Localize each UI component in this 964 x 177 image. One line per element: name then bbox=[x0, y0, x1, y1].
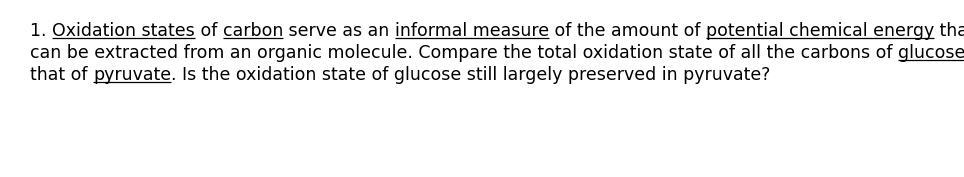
Text: carbon: carbon bbox=[223, 22, 283, 40]
Text: serve as an: serve as an bbox=[283, 22, 394, 40]
Text: that: that bbox=[934, 22, 964, 40]
Text: can be extracted from an organic molecule. Compare the total oxidation state of : can be extracted from an organic molecul… bbox=[30, 44, 898, 62]
Text: 1.: 1. bbox=[30, 22, 52, 40]
Text: of: of bbox=[195, 22, 223, 40]
Text: pyruvate: pyruvate bbox=[93, 66, 172, 84]
Text: that of: that of bbox=[30, 66, 93, 84]
Text: . Is the oxidation state of glucose still largely preserved in pyruvate?: . Is the oxidation state of glucose stil… bbox=[172, 66, 770, 84]
Text: of the amount of: of the amount of bbox=[549, 22, 706, 40]
Text: glucose: glucose bbox=[898, 44, 964, 62]
Text: potential chemical energy: potential chemical energy bbox=[706, 22, 934, 40]
Text: informal measure: informal measure bbox=[394, 22, 549, 40]
Text: Oxidation states: Oxidation states bbox=[52, 22, 195, 40]
